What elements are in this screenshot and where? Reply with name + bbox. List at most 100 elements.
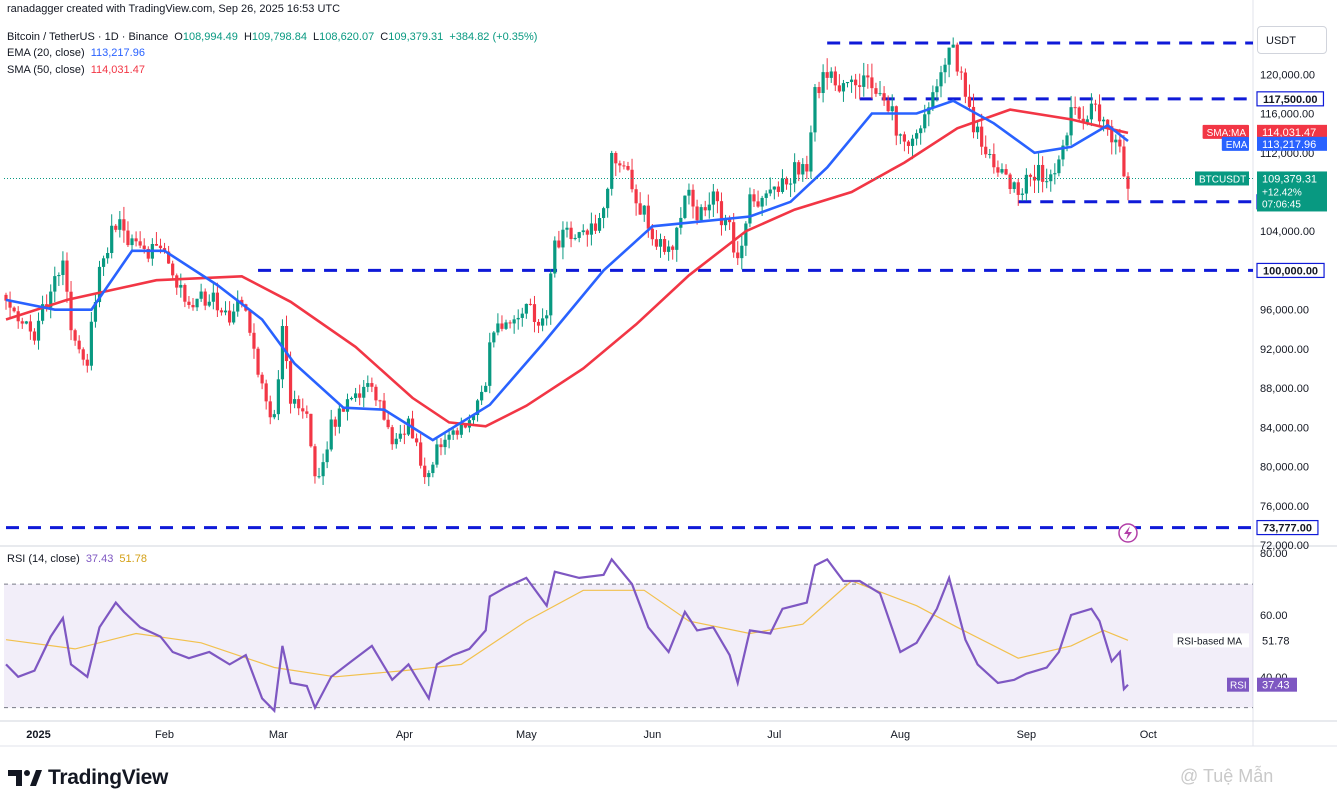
- candle-body: [1065, 135, 1069, 146]
- candle: [313, 443, 317, 484]
- rsi-legend[interactable]: RSI (14, close) 37.43 51.78: [7, 553, 147, 565]
- candle: [516, 309, 520, 330]
- candle: [890, 94, 894, 121]
- candle-body: [1049, 174, 1053, 182]
- price-tick-label: 76,000.00: [1260, 501, 1309, 513]
- candle: [882, 86, 886, 106]
- candle: [723, 214, 728, 231]
- candle: [874, 82, 878, 97]
- candle-body: [447, 434, 451, 440]
- candle-body: [1016, 182, 1020, 195]
- candle: [935, 79, 939, 102]
- candle: [154, 232, 159, 246]
- candle: [870, 63, 874, 99]
- candle-body: [610, 152, 614, 189]
- sma-legend[interactable]: SMA (50, close) 114,031.47: [7, 64, 145, 76]
- candle: [301, 398, 305, 419]
- candle-body: [504, 322, 508, 329]
- candle: [597, 212, 602, 234]
- candle-body: [614, 152, 618, 164]
- candle: [40, 295, 45, 325]
- candle-body: [569, 227, 573, 240]
- ohlc-legend[interactable]: Bitcoin / TetherUS · 1D · Binance O108,9…: [7, 31, 537, 43]
- candle-body: [1110, 126, 1114, 143]
- candle: [837, 74, 841, 93]
- candle-body: [793, 162, 797, 184]
- candle: [675, 226, 679, 262]
- candle-body: [890, 106, 894, 112]
- candle: [780, 169, 785, 194]
- candle-body: [821, 72, 825, 94]
- candle-body: [1069, 107, 1073, 136]
- candle: [809, 125, 813, 179]
- candle: [1045, 168, 1049, 189]
- candle-body: [73, 330, 77, 341]
- candle-body: [902, 134, 907, 142]
- candle-body: [1008, 174, 1012, 190]
- candle: [203, 288, 207, 311]
- candle: [1024, 168, 1028, 201]
- candle: [768, 177, 772, 197]
- candle: [28, 314, 32, 340]
- candle-body: [699, 207, 703, 221]
- candle-body: [101, 258, 106, 267]
- candle-body: [305, 411, 309, 414]
- candle-body: [707, 204, 711, 211]
- currency-button[interactable]: USDT: [1257, 26, 1327, 54]
- candle: [638, 192, 642, 215]
- time-tick-label: 2025: [26, 729, 50, 741]
- candle: [963, 68, 967, 104]
- candle-body: [264, 383, 268, 402]
- candle: [36, 312, 41, 350]
- candle: [943, 58, 947, 84]
- ema-legend[interactable]: EMA (20, close) 113,217.96: [7, 47, 145, 59]
- candle: [658, 233, 663, 258]
- candle: [854, 73, 858, 99]
- candle-body: [317, 476, 321, 478]
- candle: [532, 295, 537, 333]
- candle: [134, 231, 138, 247]
- candle-body: [297, 399, 301, 409]
- candle: [813, 83, 817, 142]
- candle: [866, 64, 870, 89]
- candle: [419, 433, 423, 469]
- candle: [573, 234, 577, 241]
- candle: [601, 206, 606, 229]
- candle: [581, 224, 585, 236]
- symbol-description[interactable]: Bitcoin / TetherUS · 1D · Binance: [7, 31, 169, 43]
- candle-body: [642, 205, 646, 215]
- candle: [130, 234, 134, 253]
- level-label-box: [1256, 91, 1325, 107]
- candle-body: [606, 188, 610, 209]
- candle: [764, 190, 768, 206]
- candle-body: [768, 189, 772, 194]
- ema-20-line: [5, 99, 1129, 442]
- candle-body: [191, 304, 195, 308]
- candle: [740, 235, 744, 270]
- candle-body: [935, 86, 939, 93]
- candle: [561, 221, 565, 260]
- candle-body: [1032, 176, 1037, 181]
- candle-body: [541, 318, 545, 326]
- candle: [65, 252, 69, 303]
- flash-icon[interactable]: [1118, 523, 1138, 543]
- time-tick-label: Apr: [396, 729, 413, 741]
- candle-body: [732, 222, 736, 253]
- candle-body: [301, 408, 305, 412]
- candle-body: [825, 72, 829, 78]
- tradingview-logo[interactable]: TradingView: [8, 764, 168, 792]
- candle: [378, 399, 382, 409]
- candle-body: [849, 79, 854, 82]
- candle-body: [658, 239, 663, 247]
- candle-body: [1093, 103, 1098, 105]
- candle: [915, 129, 919, 146]
- candle-body: [354, 393, 358, 398]
- candle-body: [406, 418, 411, 435]
- candle-body: [93, 302, 98, 322]
- candle-body: [915, 133, 919, 139]
- candle: [171, 260, 175, 280]
- candle: [32, 328, 37, 345]
- candle: [577, 231, 581, 243]
- candle-body: [455, 430, 459, 435]
